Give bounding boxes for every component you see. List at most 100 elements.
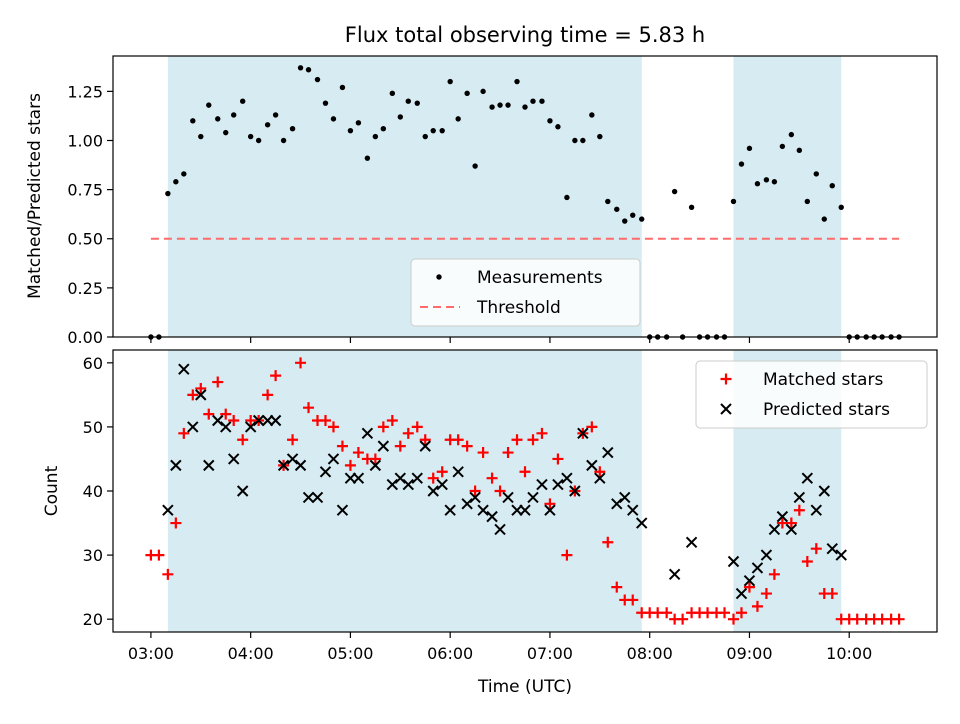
- matched-star-point: [893, 613, 905, 625]
- top-y-axis: 0.00 0.25 0.50 0.75 1.00 1.25: [67, 82, 113, 347]
- legend-marker-matched: [720, 373, 732, 385]
- predicted-star-point: [170, 459, 182, 472]
- predicted-star-point: [810, 504, 823, 516]
- predicted-star-point: [760, 549, 773, 561]
- measurement-point: [355, 120, 362, 126]
- measurement-point: [746, 145, 753, 152]
- matched-star-point: [287, 434, 299, 446]
- predicted-star-point: [544, 504, 556, 516]
- measurement-point: [821, 216, 827, 222]
- predicted-star-point: [835, 549, 847, 561]
- measurement-point: [763, 177, 770, 183]
- measurement-point: [198, 133, 204, 140]
- predicted-star-point: [801, 472, 814, 484]
- x-tick-label: 06:00: [427, 644, 473, 663]
- measurement-point: [472, 163, 478, 169]
- x-tick-label: 07:00: [527, 644, 573, 663]
- measurement-point: [305, 67, 312, 73]
- y-tick-label: 0.00: [67, 328, 103, 347]
- measurement-point: [389, 90, 396, 97]
- measurement-point: [330, 116, 337, 122]
- top-panel: Flux total observing time = 5.83 h 0.000…: [25, 23, 938, 347]
- measurement-point: [280, 137, 287, 144]
- predicted-star-point: [685, 536, 698, 548]
- y-tick-label: 0.50: [67, 230, 103, 249]
- matched-star-point: [270, 370, 282, 382]
- y-tick-label: 60: [83, 354, 103, 373]
- matched-star-point: [336, 440, 348, 452]
- measurement-point: [372, 133, 379, 140]
- measurement-point: [614, 206, 620, 212]
- predicted-star-point: [195, 389, 207, 401]
- predicted-star-point: [826, 542, 838, 555]
- measurement-point: [289, 126, 296, 132]
- predicted-star-point: [469, 491, 481, 504]
- matched-star-point: [461, 440, 473, 452]
- measurement-point: [322, 100, 329, 106]
- matched-star-point: [785, 517, 797, 529]
- matched-star-point: [162, 568, 174, 580]
- x-tick-label: 04:00: [228, 644, 274, 663]
- bottom-legend: Matched stars Predicted stars: [695, 360, 928, 429]
- matched-star-point: [394, 440, 406, 452]
- predicted-star-point: [735, 587, 748, 600]
- measurement-point: [564, 194, 570, 201]
- measurement-point: [838, 204, 844, 211]
- measurement-point: [255, 137, 262, 144]
- x-tick-label: 05:00: [327, 644, 373, 663]
- predicted-star-point: [220, 421, 232, 433]
- shaded-interval-1: [167, 350, 642, 632]
- measurement-point: [530, 98, 536, 104]
- measurement-point: [754, 181, 761, 187]
- measurement-point: [804, 198, 811, 205]
- matched-star-point: [262, 389, 274, 401]
- measurement-point: [730, 198, 737, 205]
- predicted-star-point: [502, 491, 514, 504]
- predicted-star-point: [419, 440, 431, 452]
- matched-star-point: [760, 588, 772, 600]
- predicted-star-point: [352, 472, 365, 484]
- predicted-star-point: [461, 498, 473, 510]
- top-axes-frame: [112, 55, 938, 338]
- x-tick-label: 09:00: [726, 644, 772, 663]
- predicted-star-point: [477, 504, 489, 516]
- bottom-y-axis: 20 30 40 50 60: [83, 354, 113, 629]
- measurement-point: [605, 198, 611, 205]
- measurement-point: [813, 171, 819, 177]
- matched-star-point: [527, 434, 539, 446]
- legend-label-predicted: Predicted stars: [763, 400, 890, 420]
- y-tick-label: 1.25: [67, 82, 103, 101]
- matched-star-point: [469, 485, 481, 497]
- predicted-star-point: [602, 446, 614, 459]
- measurement-point: [239, 98, 246, 104]
- matched-star-point: [170, 517, 182, 529]
- measurement-point: [173, 179, 179, 185]
- measurement-point: [480, 88, 486, 95]
- predicted-star-point: [527, 491, 539, 504]
- matched-star-point: [486, 472, 498, 484]
- measurement-point: [339, 84, 346, 91]
- y-tick-label: 1.00: [67, 131, 103, 150]
- y-tick-label: 30: [83, 546, 103, 565]
- predicted-star-point: [627, 504, 639, 516]
- measurement-point: [779, 143, 786, 150]
- measurement-point: [597, 133, 603, 140]
- predicted-star-point: [436, 478, 448, 491]
- legend-label-threshold: Threshold: [476, 298, 561, 318]
- top-y-axis-label: Matched/Predicted stars: [25, 93, 45, 299]
- measurement-point: [206, 102, 212, 108]
- bottom-x-axis: 03:00 04:00 05:00 06:00 07:00 08:00 09:00 10:00: [128, 632, 872, 663]
- measurement-point: [247, 133, 254, 140]
- matched-star-point: [494, 485, 506, 497]
- matched-star-point: [295, 357, 307, 369]
- matched-star-point: [719, 607, 731, 619]
- predicted-star-point: [402, 478, 414, 491]
- matched-star-point: [536, 427, 548, 439]
- matched-star-point: [511, 434, 523, 446]
- predicted-star-point: [569, 485, 581, 497]
- matched-star-point: [203, 408, 215, 420]
- measurement-point: [547, 118, 553, 124]
- predicted-star-point: [212, 414, 224, 427]
- matched-star-point: [352, 447, 364, 459]
- matched-star-point: [195, 382, 207, 394]
